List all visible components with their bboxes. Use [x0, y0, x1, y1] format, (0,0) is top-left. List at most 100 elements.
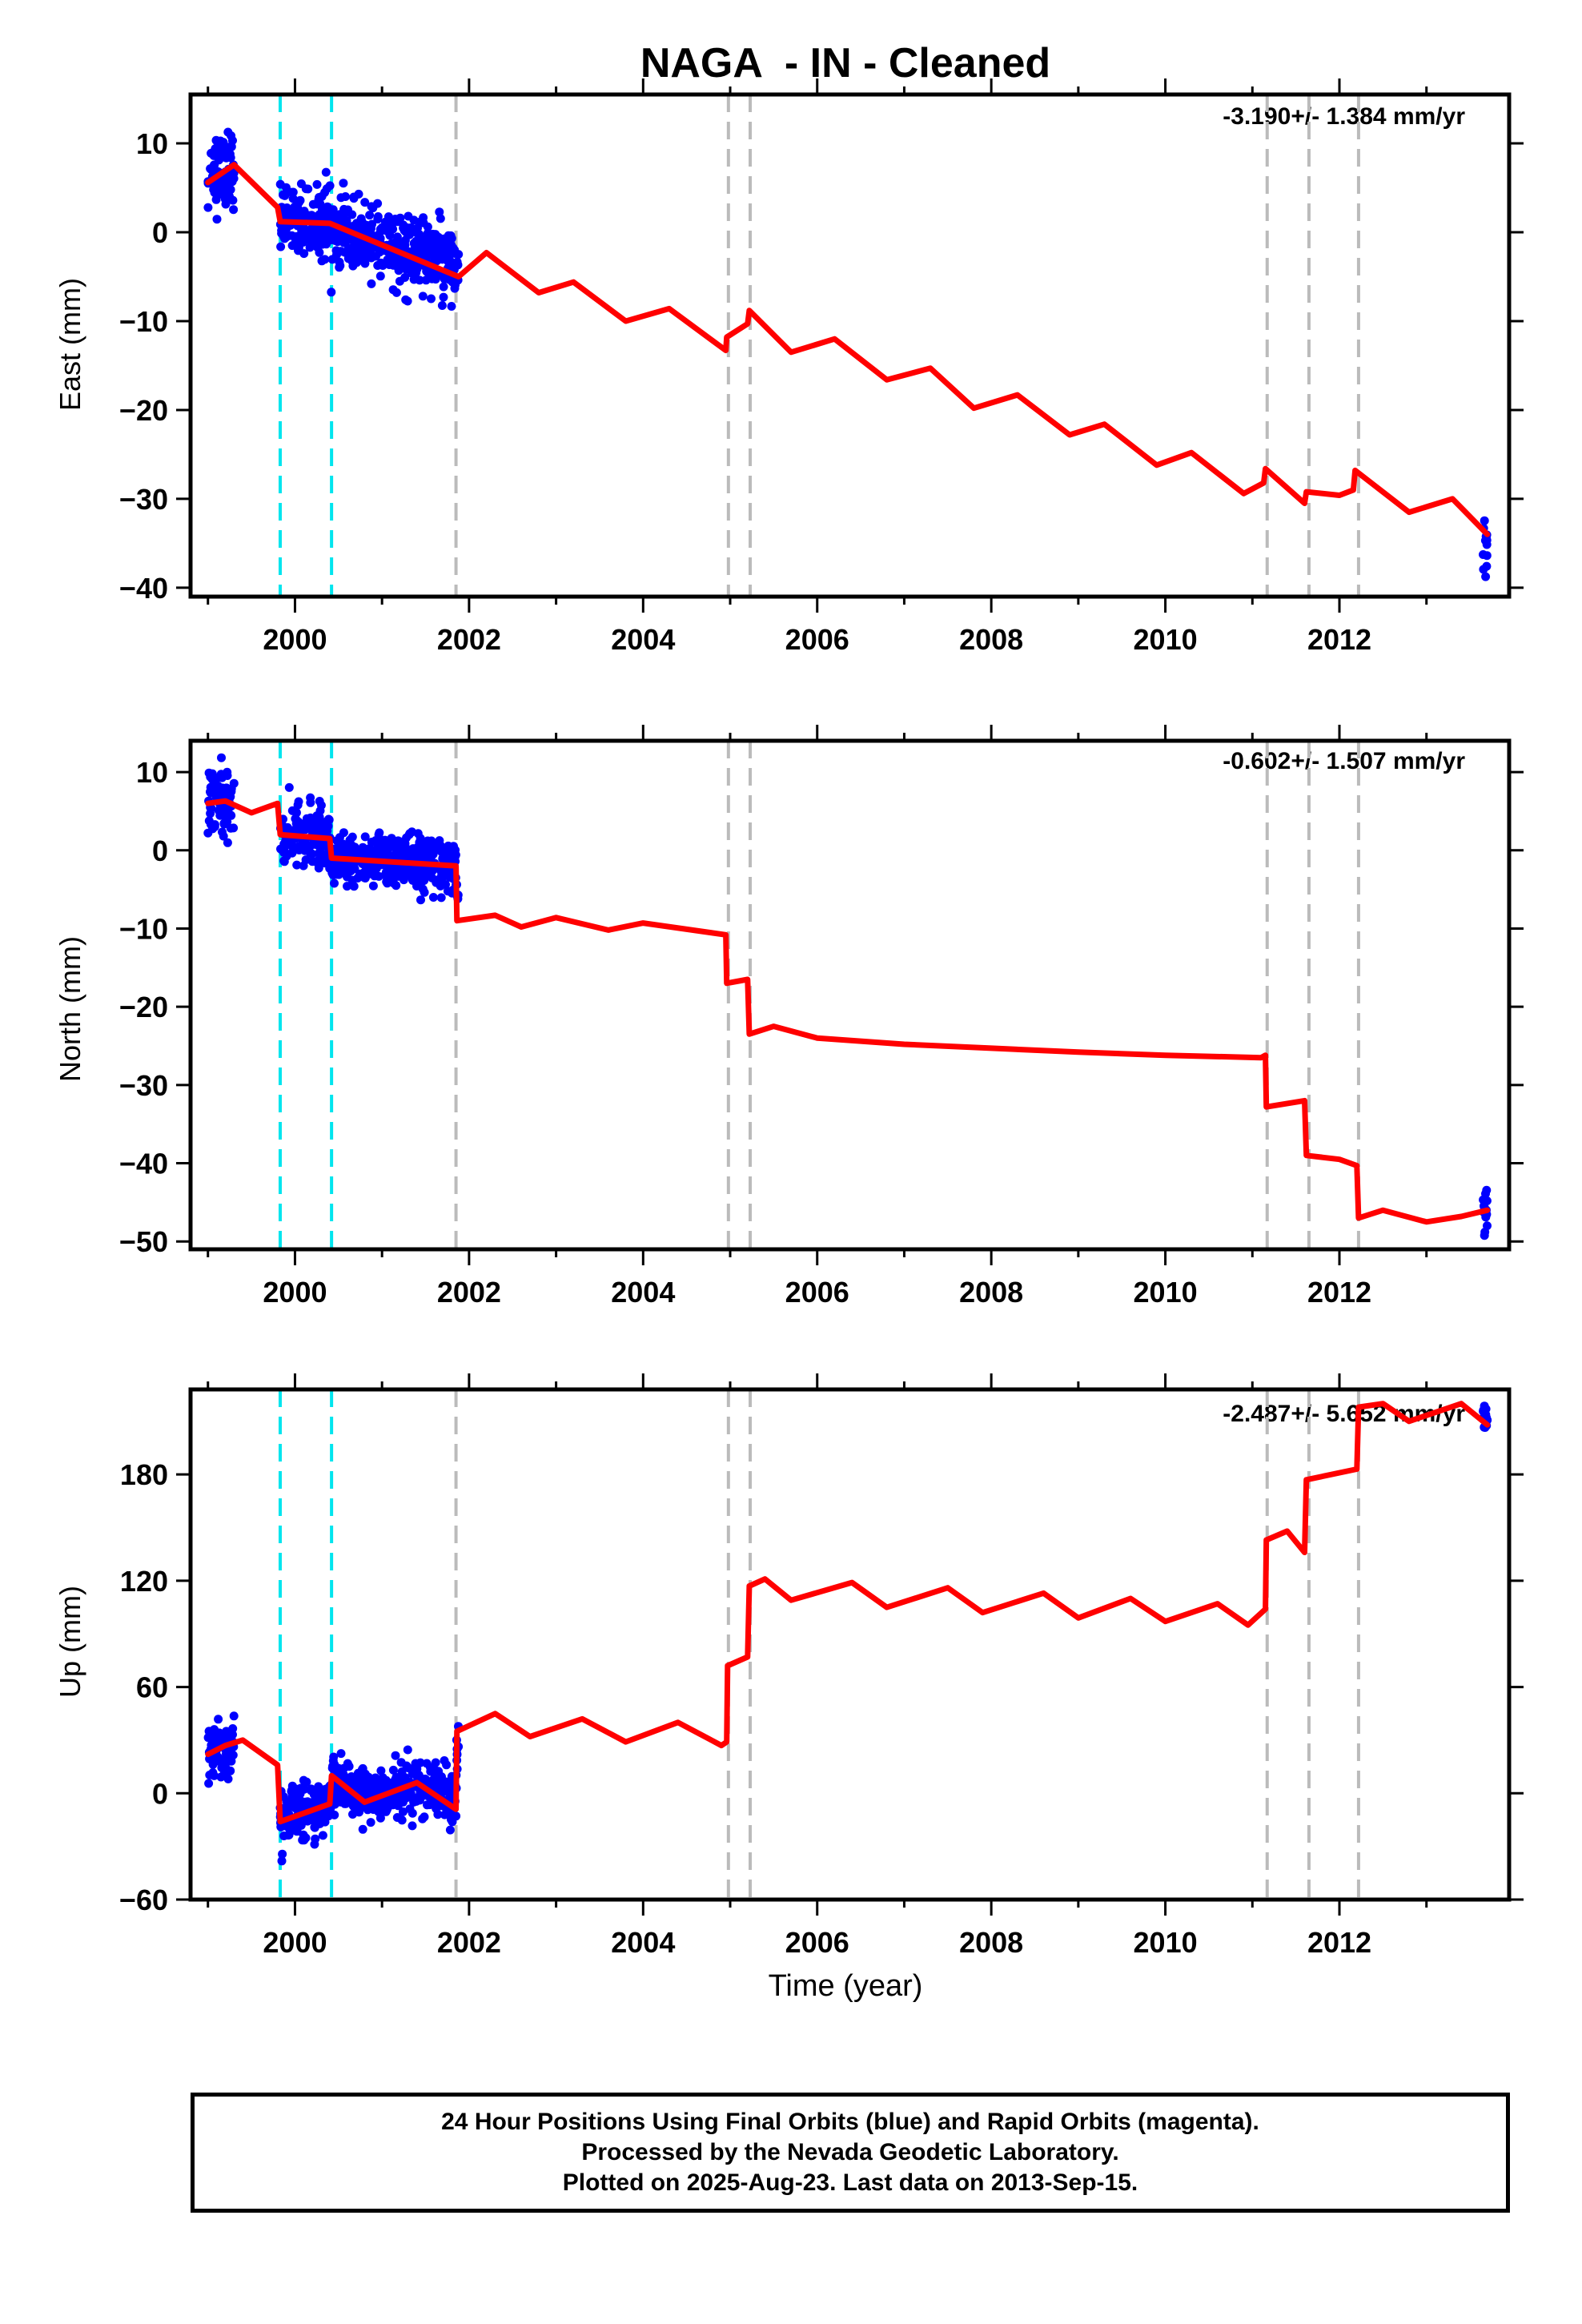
north-y-tick-label: −40 [119, 1148, 168, 1180]
up-plot-area [203, 1389, 1492, 1900]
north-x-tick-label: 2010 [1134, 1276, 1198, 1309]
east-data-point [277, 226, 287, 235]
north-data-point [396, 852, 405, 862]
north-data-point [208, 770, 218, 780]
east-panel: East (mm) -3.190+/- 1.384 mm/yr 2000 2002… [54, 78, 1524, 656]
north-data-point [397, 845, 407, 854]
east-data-point [380, 217, 390, 227]
east-data-point [375, 227, 385, 236]
north-data-point [229, 823, 239, 833]
north-data-point [306, 793, 315, 802]
up-data-point [397, 1771, 407, 1781]
east-data-point [222, 153, 231, 163]
north-data-point [229, 778, 239, 788]
north-data-point [217, 753, 226, 762]
north-data-point [450, 852, 460, 862]
up-data-point [403, 1745, 412, 1755]
up-plot-frame [188, 1387, 1512, 1902]
north-data-point [330, 879, 339, 888]
north-data-point [420, 847, 430, 857]
east-data-point [423, 222, 432, 231]
up-data-point [1480, 1401, 1489, 1411]
north-data-point [293, 800, 303, 810]
north-data-point [206, 809, 215, 818]
up-x-tick-label: 2004 [611, 1926, 675, 1959]
north-data-point [420, 866, 430, 876]
up-x-tick-label: 2006 [785, 1926, 849, 1959]
east-data-point [280, 234, 289, 243]
east-data-point [404, 211, 413, 221]
north-y-tick-label: 0 [152, 834, 168, 867]
east-data-point [294, 246, 303, 255]
north-data-point [375, 828, 384, 838]
east-data-point [424, 230, 433, 239]
east-data-point [375, 271, 385, 281]
north-data-point [343, 882, 351, 891]
east-x-tick-label: 2006 [785, 623, 849, 656]
north-data-point [319, 826, 329, 835]
east-data-point [229, 205, 239, 215]
east-data-point [213, 138, 223, 147]
up-data-point [388, 1765, 398, 1775]
east-data-point [1479, 565, 1488, 574]
east-data-point [335, 210, 344, 219]
up-data-point [310, 1823, 319, 1832]
north-y-tick-label: −50 [119, 1225, 168, 1258]
up-data-point [355, 1807, 363, 1817]
north-data-point [436, 893, 446, 903]
east-data-point [438, 244, 448, 254]
east-data-point [373, 212, 383, 221]
north-data-point [1483, 1221, 1492, 1231]
up-data-point [402, 1793, 412, 1803]
north-plot-frame [188, 738, 1512, 1252]
footer-info-box: 24 Hour Positions Using Final Orbits (bl… [191, 2093, 1510, 2213]
figure-title: NAGA - IN - Cleaned [640, 40, 1050, 86]
north-data-point [287, 806, 297, 815]
east-data-point [223, 176, 233, 186]
up-data-point [329, 1752, 339, 1762]
north-data-point [439, 845, 448, 854]
east-data-point [391, 287, 401, 297]
north-y-tick-label: 10 [136, 756, 168, 789]
up-data-point [445, 1825, 455, 1835]
east-x-tick-label: 2004 [611, 623, 675, 656]
north-data-point [410, 846, 420, 855]
north-data-point [281, 836, 291, 846]
north-data-point [389, 879, 399, 888]
east-data-point [328, 205, 338, 215]
up-data-point [408, 1821, 417, 1831]
north-x-tick-label: 2002 [437, 1276, 501, 1309]
north-data-point [359, 868, 368, 878]
east-plot-frame [188, 92, 1512, 599]
east-data-point [415, 275, 424, 285]
east-data-point [325, 181, 335, 191]
up-data-points [203, 1401, 1492, 1866]
up-data-point [216, 1772, 226, 1782]
north-data-point [340, 860, 350, 870]
east-data-point [212, 215, 222, 224]
north-data-point [284, 782, 294, 792]
east-data-point [435, 207, 444, 217]
east-data-point [312, 179, 322, 189]
north-data-point [437, 870, 447, 880]
east-data-point [440, 234, 448, 243]
up-data-point [392, 1813, 402, 1822]
up-data-point [302, 1777, 311, 1787]
north-plot-area [203, 741, 1492, 1249]
north-data-point [428, 893, 438, 902]
east-data-point [352, 219, 361, 228]
up-data-point [425, 1800, 435, 1810]
east-y-tick-label: −30 [119, 483, 168, 516]
up-x-tick-label: 2010 [1134, 1926, 1198, 1959]
north-y-tick-label: −30 [119, 1069, 168, 1102]
east-data-point [422, 267, 432, 276]
up-data-point [391, 1751, 400, 1760]
north-data-point [204, 816, 214, 826]
up-data-point [331, 1765, 340, 1775]
east-x-tick-label: 2008 [959, 623, 1023, 656]
north-data-point [218, 827, 227, 837]
east-data-point [281, 183, 291, 192]
east-data-point [439, 292, 448, 302]
up-data-point [416, 1791, 426, 1801]
east-data-point [327, 287, 336, 297]
